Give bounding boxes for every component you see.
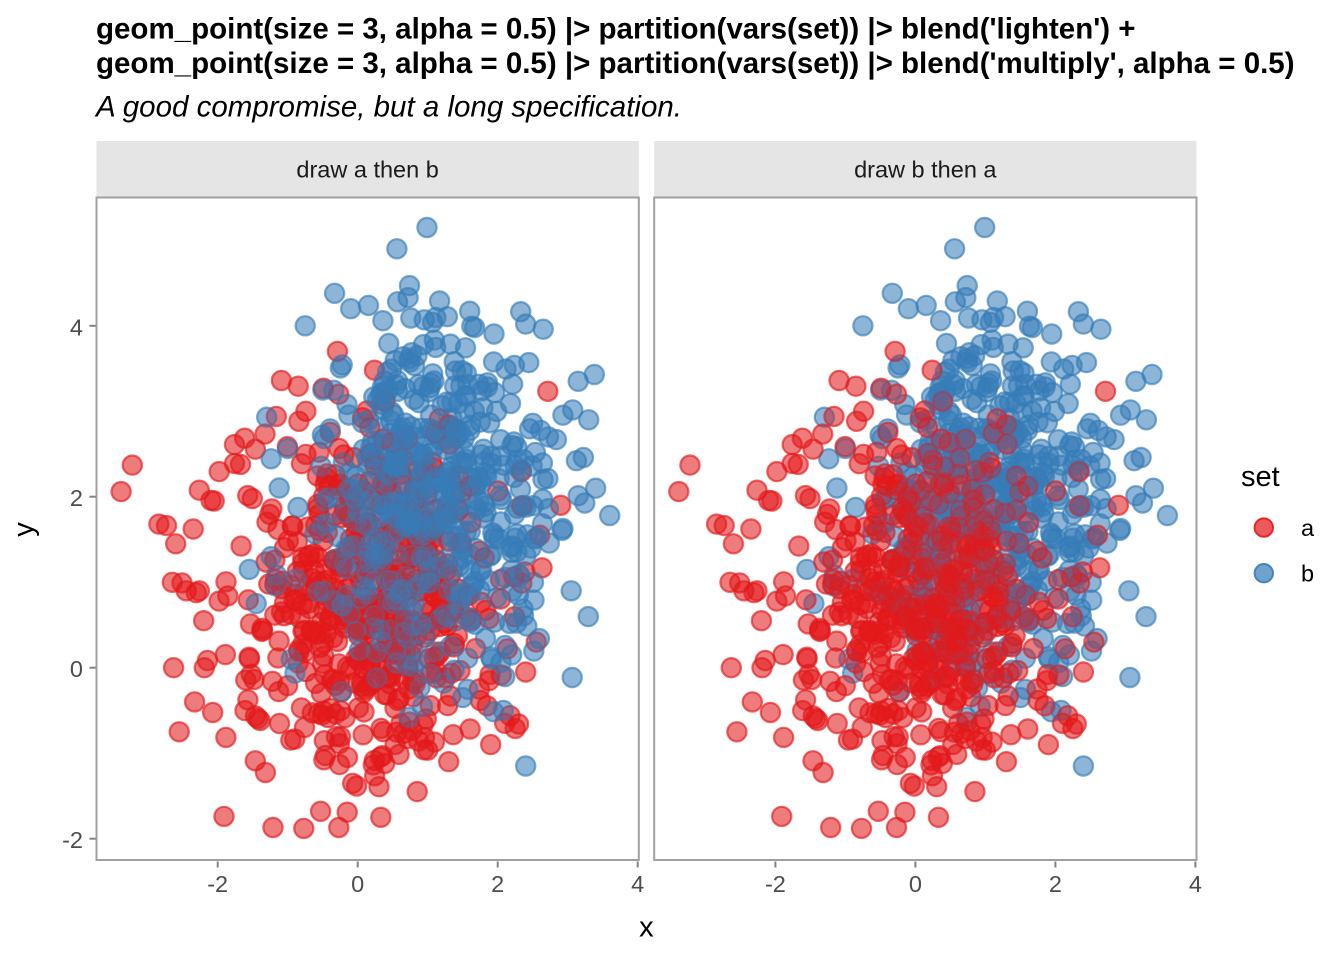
svg-text:2: 2 xyxy=(491,871,504,897)
svg-text:geom_point(size = 3, alpha = 0: geom_point(size = 3, alpha = 0.5) |> par… xyxy=(96,47,1295,80)
svg-text:4: 4 xyxy=(70,314,83,340)
svg-text:0: 0 xyxy=(351,871,364,897)
svg-text:a: a xyxy=(1301,515,1315,541)
svg-text:set: set xyxy=(1241,461,1280,493)
svg-text:geom_point(size = 3, alpha = 0: geom_point(size = 3, alpha = 0.5) |> par… xyxy=(96,12,1135,45)
svg-text:0: 0 xyxy=(909,871,922,897)
svg-text:-2: -2 xyxy=(207,871,228,897)
svg-text:draw b then a: draw b then a xyxy=(854,157,997,183)
svg-text:-2: -2 xyxy=(765,871,786,897)
svg-text:draw a then b: draw a then b xyxy=(296,157,438,183)
svg-text:A good compromise, but a long: A good compromise, but a long specificat… xyxy=(94,91,682,124)
svg-text:2: 2 xyxy=(1049,871,1062,897)
svg-text:y: y xyxy=(8,522,40,537)
svg-text:2: 2 xyxy=(70,485,83,511)
svg-text:4: 4 xyxy=(631,871,644,897)
svg-text:x: x xyxy=(639,912,654,944)
svg-text:-2: -2 xyxy=(62,827,83,853)
svg-text:4: 4 xyxy=(1189,871,1202,897)
svg-text:0: 0 xyxy=(70,656,83,682)
svg-text:b: b xyxy=(1301,561,1314,587)
